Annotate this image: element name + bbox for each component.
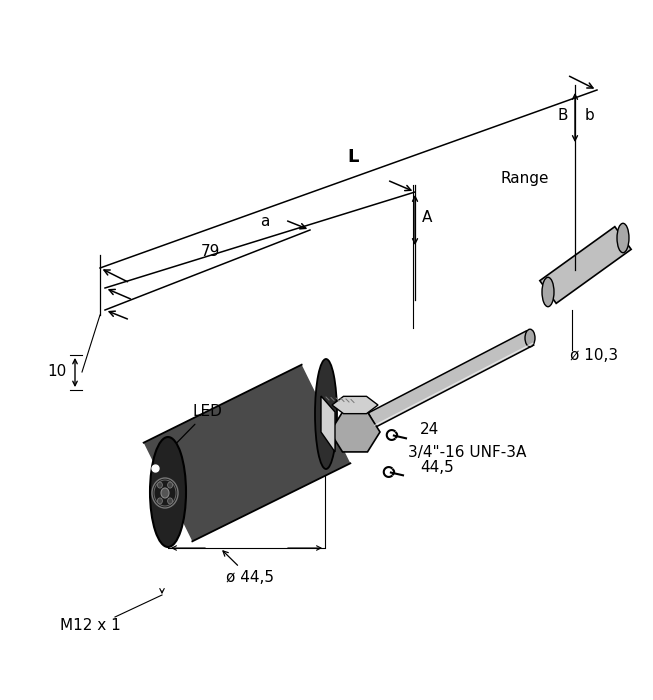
Text: b: b — [585, 108, 595, 122]
Text: ø 10,3: ø 10,3 — [570, 347, 618, 363]
Polygon shape — [368, 331, 534, 427]
Polygon shape — [332, 396, 378, 414]
Ellipse shape — [157, 482, 163, 488]
Text: ø 44,5: ø 44,5 — [223, 551, 274, 585]
Ellipse shape — [152, 478, 178, 508]
Ellipse shape — [617, 223, 629, 253]
Polygon shape — [330, 412, 380, 452]
Text: 79: 79 — [201, 244, 220, 260]
Polygon shape — [321, 396, 335, 452]
Text: A: A — [422, 211, 432, 225]
Text: B: B — [558, 108, 568, 122]
Ellipse shape — [157, 498, 163, 504]
Polygon shape — [540, 227, 631, 303]
Text: 10: 10 — [48, 365, 67, 379]
Text: LED: LED — [161, 405, 222, 459]
Text: a: a — [261, 214, 270, 230]
Ellipse shape — [315, 359, 337, 469]
Text: 44,5: 44,5 — [420, 461, 454, 475]
Text: Range: Range — [500, 171, 549, 186]
Text: M12 x 1: M12 x 1 — [59, 617, 120, 633]
Ellipse shape — [168, 498, 172, 504]
Ellipse shape — [168, 482, 172, 488]
Ellipse shape — [161, 488, 169, 498]
Text: L: L — [348, 148, 359, 166]
Text: 24: 24 — [420, 423, 439, 438]
Ellipse shape — [525, 329, 535, 346]
Ellipse shape — [542, 277, 554, 307]
Text: 3/4"-16 UNF-3A: 3/4"-16 UNF-3A — [408, 444, 526, 459]
Polygon shape — [144, 365, 351, 541]
Ellipse shape — [150, 437, 186, 547]
